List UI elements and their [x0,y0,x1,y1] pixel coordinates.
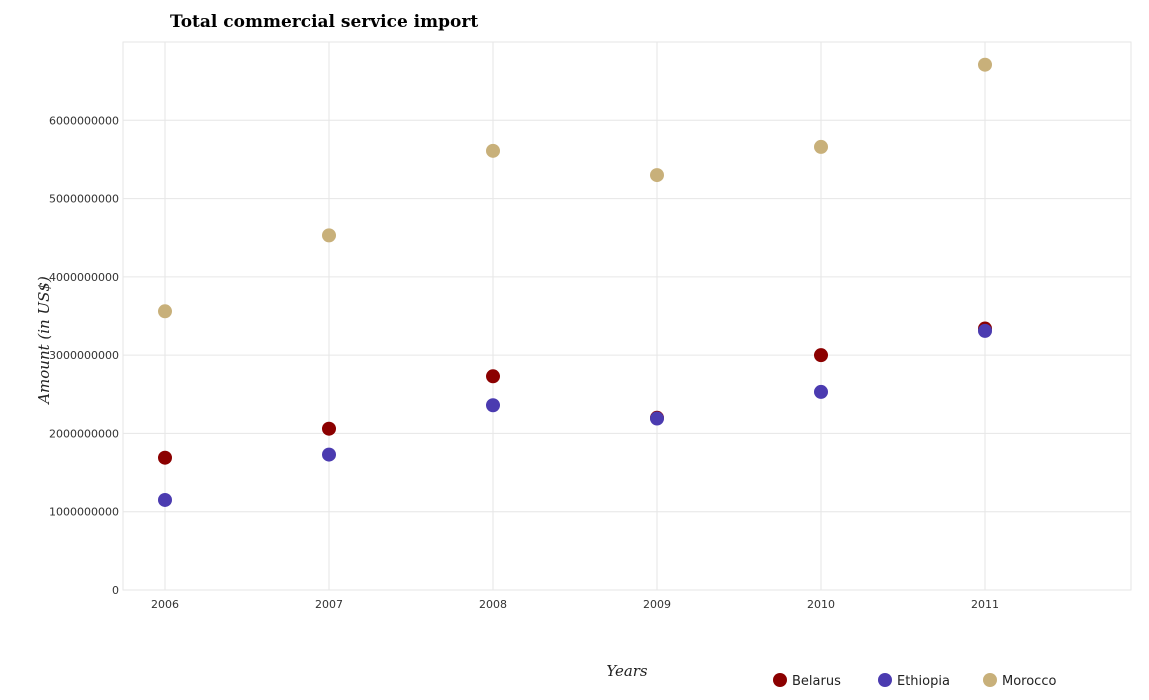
ethiopia-point [322,447,336,462]
morocco-point [814,139,828,154]
belarus-point [486,369,500,384]
legend-marker-ethiopia [878,673,892,687]
legend-marker-morocco [983,673,997,687]
grid [122,41,1132,591]
chart-title: Total commercial service import [170,12,478,32]
x-ticks: 2006 2007 2008 2009 2010 2011 [151,598,999,611]
y-tick-label: 1000000000 [49,506,119,519]
legend-marker-belarus [773,673,787,687]
x-tick-label: 2010 [807,598,835,611]
morocco-point [486,143,500,158]
x-axis-label: Years [606,662,648,680]
data-points [158,57,992,507]
belarus-point [158,450,172,465]
belarus-point [814,348,828,363]
x-tick-label: 2009 [643,598,671,611]
ethiopia-point [650,411,664,426]
belarus-point [322,421,336,436]
morocco-point [650,168,664,183]
ethiopia-point [814,384,828,399]
y-tick-label: 5000000000 [49,193,119,206]
morocco-point [158,304,172,319]
ethiopia-point [158,492,172,507]
x-tick-label: 2011 [971,598,999,611]
legend-label-morocco: Morocco [1002,674,1056,689]
x-tick-label: 2008 [479,598,507,611]
ethiopia-point [978,323,992,338]
ethiopia-point [486,398,500,413]
y-tick-label: 6000000000 [49,114,119,127]
x-tick-label: 2006 [151,598,179,611]
y-ticks: 0 1000000000 2000000000 3000000000 400000000… [49,114,119,597]
y-tick-label: 4000000000 [49,271,119,284]
morocco-point [322,228,336,243]
plot-frame [122,41,1132,591]
y-axis-label: Amount (in US$) [35,276,53,406]
y-tick-label: 0 [112,584,119,597]
y-tick-label: 2000000000 [49,427,119,440]
y-tick-label: 3000000000 [49,349,119,362]
legend-label-belarus: Belarus [792,674,841,689]
x-tick-label: 2007 [315,598,343,611]
legend: Belarus Ethiopia Morocco [773,673,1056,689]
morocco-point [978,57,992,72]
legend-label-ethiopia: Ethiopia [897,674,950,689]
